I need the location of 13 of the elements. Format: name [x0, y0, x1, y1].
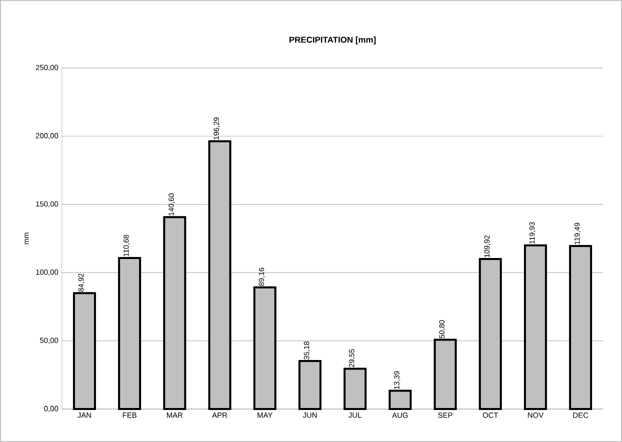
bar — [434, 338, 457, 410]
bar — [388, 390, 412, 410]
bar — [569, 245, 592, 410]
bar — [344, 368, 367, 410]
bar — [524, 244, 547, 410]
chart-title: PRECIPITATION [mm] — [289, 36, 376, 44]
bar — [118, 257, 142, 410]
bar — [298, 360, 322, 410]
bar — [478, 258, 502, 410]
bar — [253, 286, 276, 410]
bar — [163, 216, 186, 410]
bar — [72, 292, 96, 410]
bar — [208, 140, 232, 410]
